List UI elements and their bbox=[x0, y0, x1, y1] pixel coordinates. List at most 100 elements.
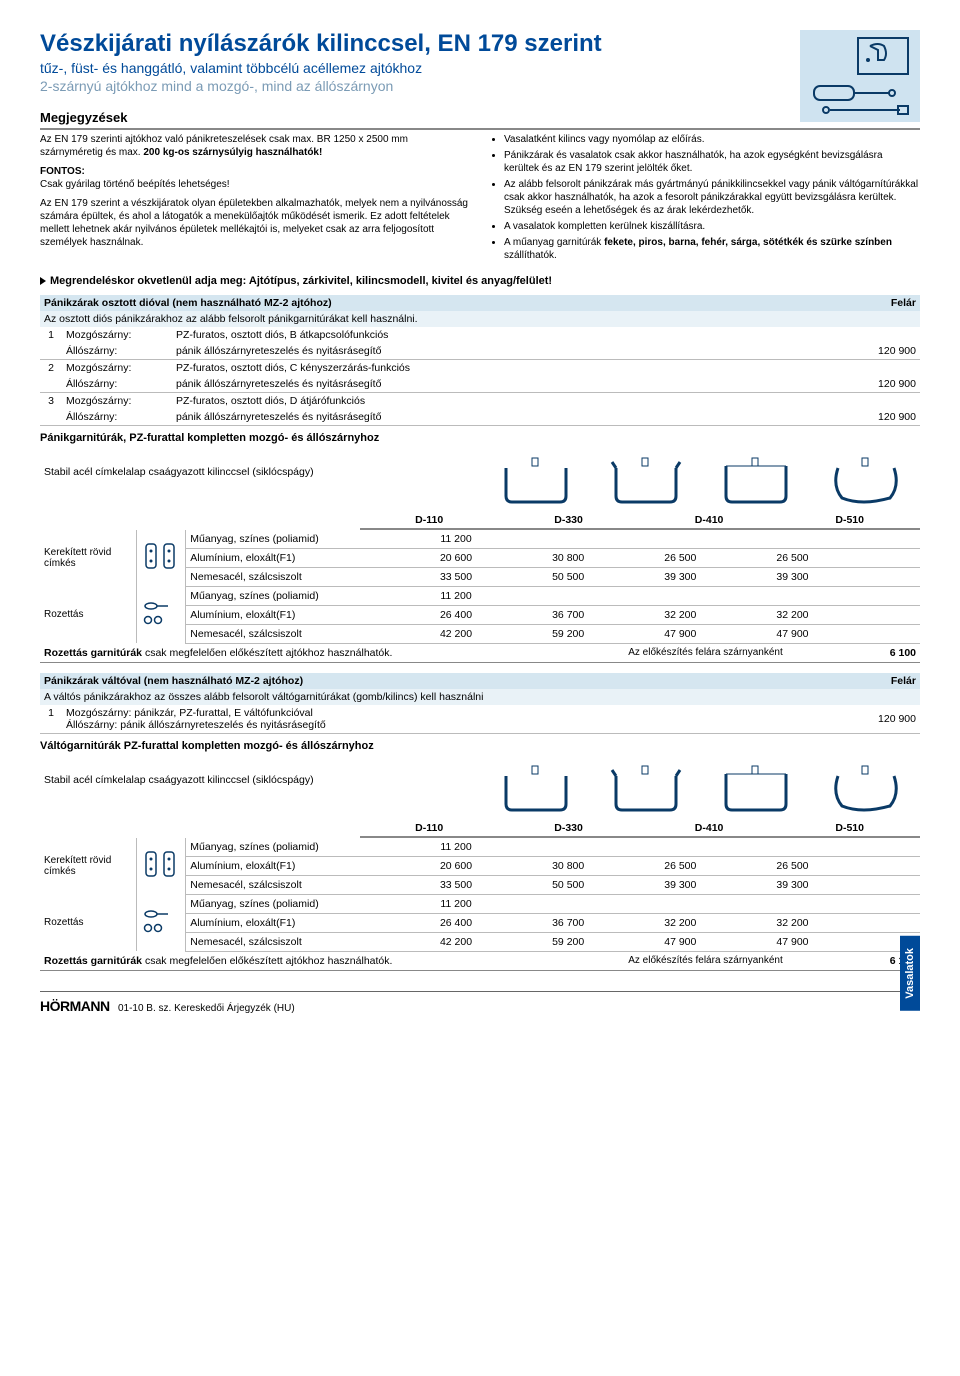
notes-r-b3: Az alább felsorolt pánikzárak más gyártm… bbox=[504, 178, 920, 217]
valto-garn-title: Váltógarnitúrák PZ-furattal kompletten m… bbox=[40, 734, 920, 756]
notes-r-b5c: szállíthatók. bbox=[504, 250, 557, 261]
panik-garn-title: Pánikgarnitúrák, PZ-furattal kompletten … bbox=[40, 426, 920, 448]
panik-garn-table: Stabil acél címkelalap csaágyazott kilin… bbox=[40, 448, 920, 530]
prep-label: Az előkészítés felára szárnyanként bbox=[624, 951, 848, 970]
notes-r-b4: A vasalatok kompletten kerülnek kiszállí… bbox=[504, 220, 920, 233]
price-cell: 26 400 bbox=[400, 605, 512, 624]
row-mozgo-label: Mozgószárny: bbox=[62, 327, 172, 343]
valto-row-num: 1 bbox=[40, 705, 62, 734]
price-cell: 59 200 bbox=[512, 624, 624, 643]
row-num: 3 bbox=[40, 392, 62, 409]
price-cell: 33 500 bbox=[400, 567, 512, 586]
page-footer: HÖRMANN 01-10 B. sz. Kereskedői Árjegyzé… bbox=[40, 991, 920, 1014]
price-cell: 11 200 bbox=[400, 586, 512, 605]
price-cell bbox=[512, 894, 624, 913]
row-price: 120 900 bbox=[850, 343, 920, 360]
price-cell bbox=[624, 586, 736, 605]
handle-icon-d410-2 bbox=[716, 764, 796, 814]
price-cell: 11 200 bbox=[400, 838, 512, 857]
row-price: 120 900 bbox=[850, 409, 920, 426]
notes-l-p3: Az EN 179 szerint a vészkijáratok olyan … bbox=[40, 197, 470, 249]
page-subtitle-1: tűz-, füst- és hanggátló, valamint többc… bbox=[40, 60, 920, 76]
page-header: Vészkijárati nyílászárók kilinccsel, EN … bbox=[40, 30, 920, 94]
order-note: Megrendeléskor okvetlenül adja meg: Ajtó… bbox=[40, 275, 920, 287]
row-allo-desc: pánik állószárnyreteszelés és nyitásráse… bbox=[172, 409, 850, 426]
panik-split-intro: Az osztott diós pánikzárakhoz az alább f… bbox=[40, 311, 920, 327]
price-cell: 39 300 bbox=[624, 567, 736, 586]
rosette-icon bbox=[137, 586, 186, 643]
rosette-icon bbox=[137, 894, 186, 951]
prep-label: Az előkészítés felára szárnyanként bbox=[624, 643, 848, 662]
material-cell: Nemesacél, szálcsiszolt bbox=[186, 875, 400, 894]
d-label-510: D-510 bbox=[779, 512, 920, 529]
price-cell bbox=[736, 838, 848, 857]
material-cell: Alumínium, eloxált(F1) bbox=[186, 856, 400, 875]
price-cell bbox=[512, 530, 624, 549]
handle-icon-d510 bbox=[826, 456, 906, 506]
plate-icon bbox=[137, 838, 186, 895]
material-cell: Alumínium, eloxált(F1) bbox=[186, 913, 400, 932]
row-num: 2 bbox=[40, 359, 62, 376]
group-label-2: Rozettás bbox=[40, 586, 137, 643]
plate-icon bbox=[137, 530, 186, 587]
price-cell: 32 200 bbox=[736, 913, 848, 932]
price-table-1: Kerekített rövid címkésMűanyag, színes (… bbox=[40, 530, 920, 663]
group-label-1: Kerekített rövid címkés bbox=[40, 838, 137, 895]
d-label-410-2: D-410 bbox=[639, 820, 780, 837]
material-cell: Műanyag, színes (poliamid) bbox=[186, 586, 400, 605]
side-tab: Vasalatok bbox=[900, 936, 920, 1011]
prep-price: 6 100 bbox=[849, 643, 920, 662]
price-cell bbox=[624, 530, 736, 549]
price-cell bbox=[736, 586, 848, 605]
handle-icon-d410 bbox=[716, 456, 796, 506]
handle-icon-d110 bbox=[496, 456, 576, 506]
price-cell: 39 300 bbox=[624, 875, 736, 894]
price-cell: 47 900 bbox=[624, 932, 736, 951]
row-allo-desc: pánik állószárnyreteszelés és nyitásráse… bbox=[172, 343, 850, 360]
stabil-label-2: Stabil acél címkelalap csaágyazott kilin… bbox=[40, 756, 360, 820]
felar-label: Felár bbox=[850, 295, 920, 311]
row-allo-desc: pánik állószárnyreteszelés és nyitásráse… bbox=[172, 376, 850, 393]
price-cell: 26 500 bbox=[624, 548, 736, 567]
price-cell bbox=[736, 894, 848, 913]
valto-row-desc: Mozgószárny: pánikzár, PZ-furattal, E vá… bbox=[62, 705, 850, 734]
material-cell: Műanyag, színes (poliamid) bbox=[186, 838, 400, 857]
price-cell: 32 200 bbox=[624, 913, 736, 932]
panik-split-head: Pánikzárak osztott dióval (nem használha… bbox=[40, 295, 850, 311]
notes-r-b1: Vasalatként kilincs vagy nyomólap az elő… bbox=[504, 133, 920, 146]
valto-garn-table: Stabil acél címkelalap csaágyazott kilin… bbox=[40, 756, 920, 838]
felar-label-2: Felár bbox=[850, 673, 920, 689]
brand-logo: HÖRMANN bbox=[40, 998, 110, 1014]
price-cell bbox=[624, 894, 736, 913]
price-cell bbox=[512, 586, 624, 605]
material-cell: Nemesacél, szálcsiszolt bbox=[186, 932, 400, 951]
price-cell: 32 200 bbox=[736, 605, 848, 624]
group-label-2: Rozettás bbox=[40, 894, 137, 951]
price-cell: 32 200 bbox=[624, 605, 736, 624]
row-mozgo-desc: PZ-furatos, osztott diós, C kényszerzárá… bbox=[172, 359, 850, 376]
notes-r-b5a: A műanyag garnitúrák bbox=[504, 237, 604, 248]
triangle-icon bbox=[40, 277, 46, 285]
notes-l-p1b: 200 kg-os szárnysúlyig használhatók! bbox=[143, 147, 322, 158]
price-cell: 47 900 bbox=[736, 932, 848, 951]
price-cell: 59 200 bbox=[512, 932, 624, 951]
price-cell: 50 500 bbox=[512, 875, 624, 894]
row-allo-label: Állószárny: bbox=[62, 343, 172, 360]
row-price: 120 900 bbox=[850, 376, 920, 393]
material-cell: Alumínium, eloxált(F1) bbox=[186, 548, 400, 567]
row-mozgo-label: Mozgószárny: bbox=[62, 359, 172, 376]
price-cell: 47 900 bbox=[624, 624, 736, 643]
handle-icon-d330-2 bbox=[606, 764, 686, 814]
d-label-110: D-110 bbox=[360, 512, 498, 529]
price-cell: 26 400 bbox=[400, 913, 512, 932]
handle-icon-d330 bbox=[606, 456, 686, 506]
material-cell: Nemesacél, szálcsiszolt bbox=[186, 624, 400, 643]
price-cell: 11 200 bbox=[400, 530, 512, 549]
material-cell: Műanyag, színes (poliamid) bbox=[186, 530, 400, 549]
d-label-510-2: D-510 bbox=[779, 820, 920, 837]
row-mozgo-desc: PZ-furatos, osztott diós, D átjárófunkci… bbox=[172, 392, 850, 409]
d-label-410: D-410 bbox=[639, 512, 780, 529]
notes-l-p2a: FONTOS: bbox=[40, 166, 85, 177]
notes-left: Az EN 179 szerinti ajtókhoz való pánikre… bbox=[40, 133, 470, 265]
price-cell: 39 300 bbox=[736, 875, 848, 894]
